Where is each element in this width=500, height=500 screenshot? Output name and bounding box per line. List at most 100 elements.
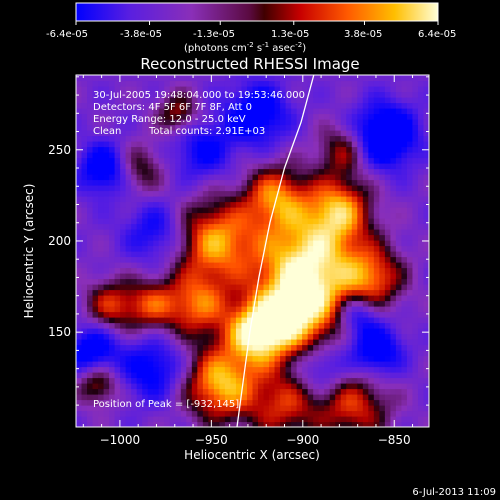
heatmap-cell xyxy=(153,152,159,158)
heatmap-cell xyxy=(363,323,369,329)
heatmap-cell xyxy=(297,191,303,197)
heatmap-cell xyxy=(313,400,319,406)
heatmap-cell xyxy=(418,290,424,296)
heatmap-cell xyxy=(148,295,154,301)
heatmap-cell xyxy=(269,405,275,411)
heatmap-cell xyxy=(87,246,93,252)
heatmap-cell xyxy=(390,92,396,98)
heatmap-cell xyxy=(341,185,347,191)
heatmap-cell xyxy=(352,361,358,367)
heatmap-cell xyxy=(219,75,225,81)
heatmap-cell xyxy=(396,273,402,279)
heatmap-cell xyxy=(286,108,292,114)
heatmap-cell xyxy=(153,81,159,87)
heatmap-cell xyxy=(87,372,93,378)
heatmap-cell xyxy=(253,229,259,235)
heatmap-cell xyxy=(297,180,303,186)
heatmap-cell xyxy=(219,306,225,312)
heatmap-cell xyxy=(253,158,259,164)
heatmap-cell xyxy=(324,262,330,268)
heatmap-cell xyxy=(286,191,292,197)
heatmap-cell xyxy=(82,383,88,389)
heatmap-cell xyxy=(219,416,225,422)
heatmap-cell xyxy=(385,180,391,186)
heatmap-cell xyxy=(159,356,165,362)
heatmap-cell xyxy=(203,81,209,87)
heatmap-cell xyxy=(230,174,236,180)
heatmap-cell xyxy=(385,328,391,334)
heatmap-cell xyxy=(280,251,286,257)
heatmap-cell xyxy=(341,273,347,279)
heatmap-cell xyxy=(214,273,220,279)
heatmap-cell xyxy=(203,323,209,329)
heatmap-cell xyxy=(203,224,209,230)
heatmap-cell xyxy=(109,262,115,268)
heatmap-cell xyxy=(181,323,187,329)
heatmap-cell xyxy=(253,246,259,252)
heatmap-cell xyxy=(82,213,88,219)
heatmap-cell xyxy=(308,372,314,378)
heatmap-cell xyxy=(153,372,159,378)
heatmap-cell xyxy=(115,262,121,268)
heatmap-cell xyxy=(418,246,424,252)
heatmap-cell xyxy=(319,262,325,268)
heatmap-cell xyxy=(203,383,209,389)
heatmap-cell xyxy=(407,295,413,301)
heatmap-cell xyxy=(269,306,275,312)
heatmap-cell xyxy=(363,290,369,296)
heatmap-cell xyxy=(131,81,137,87)
heatmap-cell xyxy=(286,251,292,257)
heatmap-cell xyxy=(280,301,286,307)
heatmap-cell xyxy=(407,411,413,417)
heatmap-cell xyxy=(219,301,225,307)
heatmap-cell xyxy=(247,213,253,219)
heatmap-cell xyxy=(335,229,341,235)
heatmap-cell xyxy=(363,163,369,169)
heatmap-cell xyxy=(313,394,319,400)
heatmap-cell xyxy=(82,108,88,114)
heatmap-cell xyxy=(363,356,369,362)
heatmap-cell xyxy=(264,273,270,279)
heatmap-cell xyxy=(401,367,407,373)
heatmap-cell xyxy=(131,174,137,180)
heatmap-cell xyxy=(319,196,325,202)
heatmap-cell xyxy=(280,323,286,329)
heatmap-cell xyxy=(368,284,374,290)
heatmap-cell xyxy=(253,174,259,180)
heatmap-cell xyxy=(264,202,270,208)
heatmap-cell xyxy=(319,119,325,125)
heatmap-cell xyxy=(253,317,259,323)
heatmap-cell xyxy=(258,202,264,208)
heatmap-cell xyxy=(131,411,137,417)
heatmap-cell xyxy=(363,152,369,158)
heatmap-cell xyxy=(181,356,187,362)
heatmap-cell xyxy=(247,240,253,246)
heatmap-cell xyxy=(368,405,374,411)
heatmap-cell xyxy=(319,372,325,378)
heatmap-cell xyxy=(192,196,198,202)
heatmap-cell xyxy=(120,345,126,351)
heatmap-cell xyxy=(341,279,347,285)
heatmap-cell xyxy=(374,163,380,169)
heatmap-cell xyxy=(363,262,369,268)
heatmap-cell xyxy=(208,334,214,340)
heatmap-cell xyxy=(104,350,110,356)
heatmap-cell xyxy=(115,350,121,356)
heatmap-cell xyxy=(247,163,253,169)
heatmap-cell xyxy=(142,416,148,422)
heatmap-cell xyxy=(352,306,358,312)
heatmap-cell xyxy=(115,213,121,219)
heatmap-cell xyxy=(308,361,314,367)
heatmap-cell xyxy=(330,378,336,384)
heatmap-cell xyxy=(346,416,352,422)
heatmap-cell xyxy=(137,174,143,180)
heatmap-cell xyxy=(319,290,325,296)
heatmap-cell xyxy=(418,279,424,285)
heatmap-cell xyxy=(126,75,132,81)
heatmap-cell xyxy=(186,81,192,87)
heatmap-cell xyxy=(76,328,82,334)
heatmap-cell xyxy=(82,328,88,334)
heatmap-cell xyxy=(253,114,259,120)
heatmap-cell xyxy=(247,411,253,417)
heatmap-cell xyxy=(109,312,115,318)
